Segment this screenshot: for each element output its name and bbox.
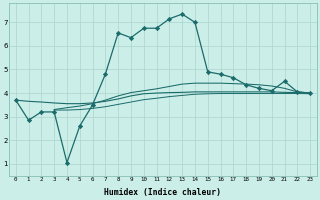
X-axis label: Humidex (Indice chaleur): Humidex (Indice chaleur): [104, 188, 221, 197]
